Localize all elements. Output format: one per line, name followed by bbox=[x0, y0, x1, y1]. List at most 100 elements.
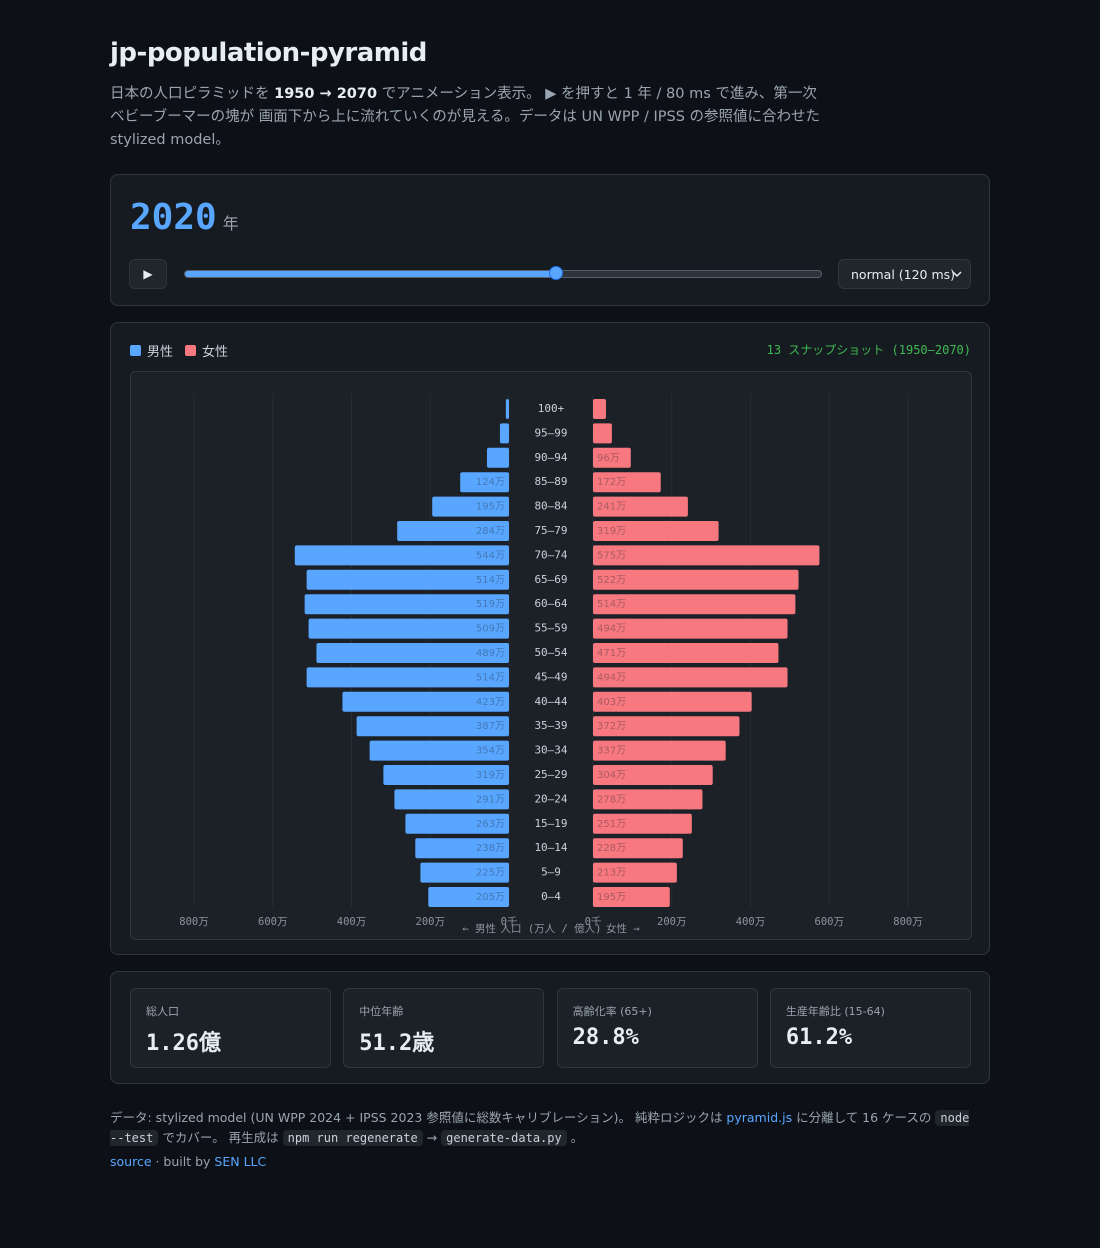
bar bbox=[593, 618, 788, 639]
link[interactable]: source bbox=[110, 1154, 152, 1169]
link[interactable]: SEN LLC bbox=[214, 1154, 267, 1169]
link[interactable]: pyramid.js bbox=[726, 1110, 793, 1125]
year: 2020 bbox=[130, 197, 217, 238]
footer: データ: stylized model (UN WPP 2024 + IPSS … bbox=[110, 1108, 980, 1172]
play-button[interactable]: ▶ bbox=[129, 259, 167, 289]
bar bbox=[593, 716, 740, 737]
x-tick-label: 200万 bbox=[657, 916, 686, 928]
footer-text: に分離して 16 ケースの bbox=[792, 1110, 936, 1125]
x-tick-label: 600万 bbox=[258, 916, 287, 928]
slider-track[interactable] bbox=[184, 266, 822, 280]
age-label: 100+ bbox=[538, 402, 565, 415]
x-axis-label: 人口 (万人 / 億人) bbox=[501, 922, 602, 935]
bar bbox=[505, 399, 509, 419]
value-label: 195万 bbox=[476, 502, 505, 513]
bar bbox=[593, 813, 692, 834]
bar bbox=[369, 740, 509, 761]
age-label: 95–99 bbox=[534, 426, 567, 439]
value-label: 494万 bbox=[597, 672, 626, 683]
age-label: 5–9 bbox=[541, 866, 561, 879]
age-label: 80–84 bbox=[534, 500, 567, 513]
bar bbox=[294, 545, 509, 566]
legend: 男性 女性 bbox=[130, 341, 228, 360]
chevron bbox=[952, 271, 962, 278]
bar bbox=[593, 765, 713, 785]
bar bbox=[486, 447, 509, 468]
bar bbox=[593, 423, 612, 444]
bar bbox=[593, 545, 820, 566]
value-label: 423万 bbox=[476, 697, 505, 708]
age-label: 25–29 bbox=[534, 768, 567, 781]
age-label: 70–74 bbox=[534, 548, 567, 561]
stats-card: 総人口 1.26億 中位年齢 51.2歳 高齢化率 (65+) 28.8% 生産年齢比 (1… bbox=[110, 971, 990, 1084]
age-label: 60–64 bbox=[534, 597, 567, 610]
value-label: 263万 bbox=[476, 819, 505, 830]
code: generate-data.py bbox=[441, 1130, 567, 1146]
bar bbox=[415, 838, 509, 859]
x-tick-label: 0千 bbox=[585, 916, 602, 928]
x-tick-label: 0千 bbox=[501, 916, 518, 928]
bar bbox=[593, 594, 796, 615]
age-label: 50–54 bbox=[534, 646, 567, 659]
legend-item: 男性 bbox=[130, 341, 173, 360]
controls-card: 2020 年 ▶ normal (120 ms) bbox=[110, 174, 990, 306]
bar bbox=[593, 887, 670, 907]
page-title: jp-population-pyramid bbox=[110, 38, 427, 68]
value-label: 284万 bbox=[476, 526, 505, 537]
description: 日本の人口ピラミッドを 1950 → 2070 でアニメーション表示。 ▶ を押… bbox=[110, 83, 825, 152]
x-tick-label: 600万 bbox=[815, 916, 844, 928]
annotation: 13 スナップショット (1950–2070) bbox=[766, 343, 971, 357]
bar bbox=[593, 789, 703, 810]
chart-card: 男性 女性 13 スナップショット (1950–2070) 0千 0千 200万 200… bbox=[110, 322, 990, 955]
bar bbox=[593, 521, 719, 541]
value-label: 514万 bbox=[476, 575, 505, 586]
stat-card: 生産年齢比 (15-64) 61.2% bbox=[769, 988, 971, 1068]
bar bbox=[308, 618, 509, 639]
age-label: 35–39 bbox=[534, 719, 567, 732]
value-label: 278万 bbox=[597, 794, 626, 805]
age-label: 75–79 bbox=[534, 524, 567, 537]
desc-range: 1950 → 2070 bbox=[274, 86, 378, 102]
value-label: 522万 bbox=[597, 575, 626, 586]
value-label: 241万 bbox=[597, 502, 626, 513]
stat-value: 61.2% bbox=[785, 1025, 853, 1050]
value-label: 195万 bbox=[597, 892, 626, 903]
value-label: 205万 bbox=[476, 892, 505, 903]
bar bbox=[593, 740, 726, 761]
stat-card: 高齢化率 (65+) 28.8% bbox=[556, 988, 758, 1068]
value-label: 291万 bbox=[476, 794, 505, 805]
stat-value: 28.8% bbox=[572, 1025, 639, 1050]
value-label: 319万 bbox=[597, 526, 626, 537]
bar bbox=[394, 789, 509, 810]
bar bbox=[593, 569, 799, 590]
x-tick-label: 400万 bbox=[736, 916, 765, 928]
value-label: 494万 bbox=[597, 624, 626, 635]
value-label: 213万 bbox=[597, 868, 626, 879]
slider-knob[interactable] bbox=[549, 266, 563, 280]
speed-select[interactable]: normal (120 ms) bbox=[838, 259, 971, 289]
speed-label: normal (120 ms) bbox=[851, 266, 956, 282]
footer-note: データ: stylized model (UN WPP 2024 + IPSS … bbox=[110, 1108, 980, 1148]
value-label: 251万 bbox=[597, 819, 626, 830]
bar bbox=[304, 594, 509, 615]
stat-card: 総人口 1.26億 bbox=[130, 988, 331, 1068]
bar bbox=[593, 862, 677, 883]
value-label: 471万 bbox=[597, 648, 626, 659]
footer-text: → bbox=[422, 1130, 442, 1145]
value-label: 225万 bbox=[476, 868, 505, 879]
stat-label: 総人口 bbox=[146, 1005, 179, 1018]
value-label: 304万 bbox=[597, 770, 626, 781]
bar bbox=[397, 521, 509, 541]
age-label: 0–4 bbox=[541, 890, 561, 903]
stat-card: 中位年齢 51.2歳 bbox=[343, 988, 545, 1068]
legend-label: 女性 bbox=[202, 345, 229, 360]
desc-text: 日本の人口ピラミッドを bbox=[110, 86, 275, 102]
value-label: 489万 bbox=[476, 648, 505, 659]
value-label: 514万 bbox=[597, 599, 626, 610]
stat-label: 高齢化率 (65+) bbox=[572, 1005, 652, 1018]
value-label: 124万 bbox=[476, 477, 505, 488]
value-label: 514万 bbox=[476, 672, 505, 683]
age-label: 15–19 bbox=[534, 817, 567, 830]
age-label: 20–24 bbox=[534, 792, 567, 805]
bar bbox=[593, 643, 779, 663]
